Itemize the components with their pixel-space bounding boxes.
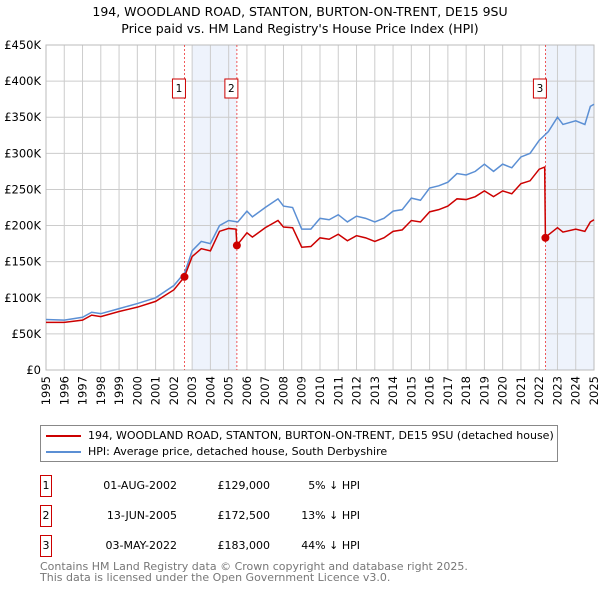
x-tick-label: 2002 [167, 376, 181, 405]
sale-marker: 1 [40, 475, 52, 497]
x-tick-label: 1998 [94, 376, 108, 405]
x-tick-label: 1996 [57, 376, 71, 405]
x-tick-label: 2015 [404, 376, 418, 405]
x-tick-label: 2023 [550, 376, 564, 405]
sale-label: 3 [537, 83, 544, 95]
x-tick-label: 2021 [514, 376, 528, 405]
x-tick-label: 2005 [222, 376, 236, 405]
x-tick-label: 2025 [587, 376, 600, 405]
x-tick-label: 2008 [276, 376, 290, 405]
sale-hpi-diff: 13% ↓ HPI [301, 509, 360, 522]
sale-label: 2 [228, 83, 235, 95]
sale-marker: 2 [40, 505, 52, 527]
y-tick-label: £50K [12, 327, 42, 341]
chart-title: 194, WOODLAND ROAD, STANTON, BURTON-ON-T… [92, 4, 508, 19]
y-tick-label: £250K [4, 182, 41, 196]
y-tick-label: £100K [4, 291, 41, 305]
sale-date: 03-MAY-2022 [105, 539, 177, 552]
x-tick-label: 2009 [295, 376, 309, 405]
sale-row: 3 03-MAY-2022 £183,000 44% ↓ HPI [40, 535, 440, 557]
sale-label-box [224, 78, 239, 99]
sale-label: 1 [176, 83, 183, 95]
x-tick-label: 1997 [76, 376, 90, 405]
legend-label: 194, WOODLAND ROAD, STANTON, BURTON-ON-T… [88, 429, 554, 442]
x-tick-label: 1999 [112, 376, 126, 405]
x-tick-label: 2020 [496, 376, 510, 405]
shaded-period [192, 45, 237, 370]
chart-subtitle: Price paid vs. HM Land Registry's House … [121, 21, 479, 36]
sale-date: 13-JUN-2005 [106, 509, 177, 522]
sale-hpi-diff: 5% ↓ HPI [308, 479, 360, 492]
x-tick-label: 2003 [185, 376, 199, 405]
sale-row: 1 01-AUG-2002 £129,000 5% ↓ HPI [40, 475, 440, 497]
sale-label-box [171, 78, 186, 99]
x-tick-label: 2000 [130, 376, 144, 405]
y-tick-label: £150K [4, 255, 41, 269]
plot-frame [45, 44, 595, 371]
y-tick-label: £0 [26, 363, 41, 377]
x-tick-label: 2019 [477, 376, 491, 405]
legend-swatch-red [46, 435, 81, 437]
x-tick-label: 2014 [386, 376, 400, 405]
x-tick-label: 2001 [149, 376, 163, 405]
x-tick-label: 2024 [569, 376, 583, 405]
legend: 194, WOODLAND ROAD, STANTON, BURTON-ON-T… [40, 425, 558, 462]
sale-point [180, 272, 189, 281]
sale-label-box [532, 78, 547, 99]
x-tick-label: 2018 [459, 376, 473, 405]
x-tick-label: 2011 [331, 376, 345, 405]
x-tick-label: 2010 [313, 376, 327, 405]
footer-copyright: Contains HM Land Registry data © Crown c… [40, 560, 468, 573]
footer-licence: This data is licensed under the Open Gov… [40, 571, 391, 584]
shaded-period [545, 45, 594, 370]
x-tick-label: 2007 [258, 376, 272, 405]
y-tick-label: £450K [4, 38, 41, 52]
sale-marker: 3 [40, 535, 52, 557]
legend-label: HPI: Average price, detached house, Sout… [88, 445, 388, 458]
property-price-line [46, 165, 595, 324]
sale-point [232, 241, 241, 250]
sale-date: 01-AUG-2002 [103, 479, 177, 492]
sale-price: £172,500 [217, 509, 271, 522]
hpi-line [45, 103, 595, 321]
x-tick-label: 2016 [423, 376, 437, 405]
price-chart: £0 £50K £100K £150K £200K £250K £300K £350K £400… [4, 38, 600, 405]
sale-point [541, 233, 550, 242]
x-tick-label: 1995 [39, 376, 53, 405]
y-tick-label: £400K [4, 74, 41, 88]
x-tick-label: 2006 [240, 376, 254, 405]
x-tick-label: 2017 [441, 376, 455, 405]
y-tick-label: £200K [4, 219, 41, 233]
sale-row: 2 13-JUN-2005 £172,500 13% ↓ HPI [40, 505, 440, 527]
legend-swatch-blue [46, 451, 81, 453]
x-tick-label: 2012 [350, 376, 364, 405]
sale-hpi-diff: 44% ↓ HPI [301, 539, 360, 552]
x-tick-label: 2004 [203, 376, 217, 405]
sale-price: £183,000 [217, 539, 271, 552]
x-tick-label: 2022 [532, 376, 546, 405]
y-tick-label: £350K [4, 110, 41, 124]
x-tick-label: 2013 [368, 376, 382, 405]
sale-price: £129,000 [217, 479, 271, 492]
y-tick-label: £300K [4, 146, 41, 160]
